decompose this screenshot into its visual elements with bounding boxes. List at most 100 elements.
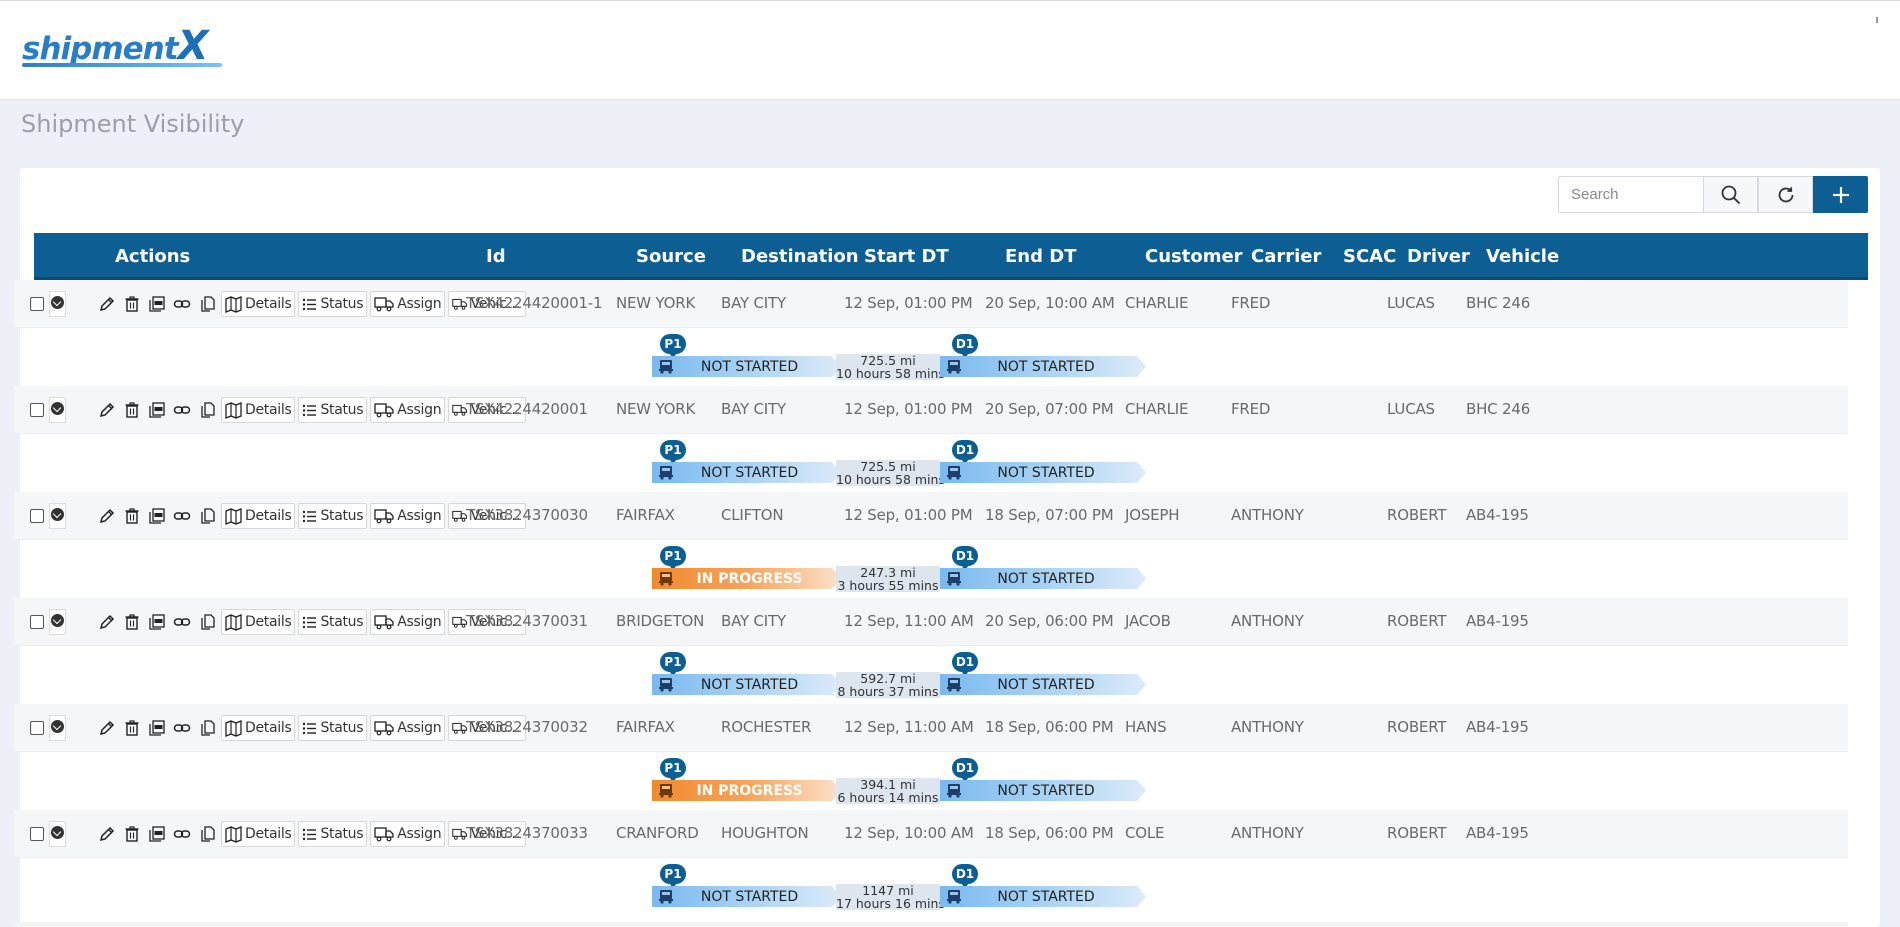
copy-button[interactable] — [196, 291, 218, 317]
col-customer[interactable]: Customer — [1145, 246, 1243, 267]
row-expand-toggle[interactable] — [49, 503, 66, 529]
row-checkbox[interactable] — [30, 509, 44, 523]
refresh-button[interactable] — [1758, 176, 1813, 213]
pickup-badge[interactable]: P1 — [660, 864, 686, 889]
cell-id[interactable]: TSX3824370030 — [466, 506, 588, 524]
link-button[interactable] — [171, 821, 193, 847]
edit-button[interactable] — [96, 715, 118, 741]
cell-id[interactable]: TSX4224420001-1 — [466, 294, 603, 312]
col-vehicle[interactable]: Vehicle — [1486, 246, 1560, 267]
delivery-badge[interactable]: D1 — [952, 440, 978, 465]
copy-button[interactable] — [196, 821, 218, 847]
assign-button[interactable]: Assign — [370, 291, 446, 317]
search-input[interactable] — [1558, 176, 1703, 213]
col-destination[interactable]: Destination — [741, 246, 859, 267]
row-expand-toggle[interactable] — [49, 609, 66, 635]
col-driver[interactable]: Driver — [1407, 246, 1470, 267]
link-button[interactable] — [171, 397, 193, 423]
details-button[interactable]: Details — [221, 397, 296, 423]
link-button[interactable] — [171, 609, 193, 635]
link-button[interactable] — [171, 715, 193, 741]
assign-button[interactable]: Assign — [370, 821, 446, 847]
status-button[interactable]: Status — [298, 291, 368, 317]
table-row[interactable]: Details Status Assign Vehicles... TSX382… — [14, 492, 1848, 540]
pdf-button[interactable] — [146, 609, 168, 635]
table-row[interactable]: Details Status Assign Vehicles... TSX382… — [14, 598, 1848, 646]
delete-button[interactable] — [121, 715, 143, 741]
vehicles-button[interactable]: Vehicles... — [448, 397, 527, 423]
status-button[interactable]: Status — [298, 715, 368, 741]
copy-button[interactable] — [196, 503, 218, 529]
assign-button[interactable]: Assign — [370, 715, 446, 741]
status-button[interactable]: Status — [298, 503, 368, 529]
vehicles-button[interactable]: Vehicles... — [448, 291, 527, 317]
assign-button[interactable]: Assign — [370, 503, 446, 529]
pdf-button[interactable] — [146, 291, 168, 317]
search-button[interactable] — [1703, 176, 1758, 213]
delete-button[interactable] — [121, 291, 143, 317]
top-menu-dot[interactable] — [1876, 17, 1878, 23]
status-button[interactable]: Status — [298, 821, 368, 847]
table-row[interactable]: Details Status Assign Vehicles... TSX422… — [14, 280, 1848, 328]
cell-id[interactable]: TSX3824370033 — [466, 824, 588, 842]
edit-button[interactable] — [96, 503, 118, 529]
delete-button[interactable] — [121, 397, 143, 423]
status-button[interactable]: Status — [298, 609, 368, 635]
row-expand-toggle[interactable] — [49, 397, 66, 423]
status-button[interactable]: Status — [298, 397, 368, 423]
delivery-badge[interactable]: D1 — [952, 546, 978, 571]
delivery-badge[interactable]: D1 — [952, 334, 978, 359]
col-id[interactable]: Id — [486, 246, 506, 267]
edit-button[interactable] — [96, 821, 118, 847]
copy-button[interactable] — [196, 609, 218, 635]
pickup-badge[interactable]: P1 — [660, 758, 686, 783]
copy-button[interactable] — [196, 397, 218, 423]
cell-id[interactable]: TSX4224420001 — [466, 400, 588, 418]
details-button[interactable]: Details — [221, 503, 296, 529]
delivery-badge[interactable]: D1 — [952, 758, 978, 783]
details-button[interactable]: Details — [221, 609, 296, 635]
row-expand-toggle[interactable] — [49, 821, 66, 847]
link-button[interactable] — [171, 291, 193, 317]
delete-button[interactable] — [121, 503, 143, 529]
details-button[interactable]: Details — [221, 715, 296, 741]
col-scac[interactable]: SCAC — [1343, 246, 1397, 267]
pdf-button[interactable] — [146, 503, 168, 529]
col-end-dt[interactable]: End DT — [1005, 246, 1077, 267]
row-checkbox[interactable] — [30, 297, 44, 311]
add-shipment-button[interactable] — [1813, 176, 1868, 213]
col-source[interactable]: Source — [636, 246, 706, 267]
details-button[interactable]: Details — [221, 291, 296, 317]
table-row[interactable]: Details Status Assign Vehicles... TSX382… — [14, 704, 1848, 752]
row-checkbox[interactable] — [30, 827, 44, 841]
pickup-badge[interactable]: P1 — [660, 652, 686, 677]
assign-button[interactable]: Assign — [370, 397, 446, 423]
col-actions[interactable]: Actions — [115, 246, 191, 267]
pickup-badge[interactable]: P1 — [660, 440, 686, 465]
pdf-button[interactable] — [146, 821, 168, 847]
row-checkbox[interactable] — [30, 403, 44, 417]
row-expand-toggle[interactable] — [49, 291, 66, 317]
copy-button[interactable] — [196, 715, 218, 741]
edit-button[interactable] — [96, 609, 118, 635]
vehicles-button[interactable]: Vehicles... — [448, 609, 527, 635]
col-carrier[interactable]: Carrier — [1251, 246, 1322, 267]
col-start-dt[interactable]: Start DT — [864, 246, 949, 267]
edit-button[interactable] — [96, 291, 118, 317]
details-button[interactable]: Details — [221, 821, 296, 847]
vehicles-button[interactable]: Vehicles... — [448, 503, 527, 529]
assign-button[interactable]: Assign — [370, 609, 446, 635]
table-row[interactable]: Details Status Assign Vehicles... TSX422… — [14, 386, 1848, 434]
delete-button[interactable] — [121, 821, 143, 847]
delivery-badge[interactable]: D1 — [952, 864, 978, 889]
link-button[interactable] — [171, 503, 193, 529]
pickup-badge[interactable]: P1 — [660, 334, 686, 359]
vehicles-button[interactable]: Vehicles... — [448, 821, 527, 847]
pdf-button[interactable] — [146, 397, 168, 423]
row-expand-toggle[interactable] — [49, 715, 66, 741]
row-checkbox[interactable] — [30, 721, 44, 735]
row-checkbox[interactable] — [30, 615, 44, 629]
shipmentx-logo[interactable]: shipmentX — [22, 21, 242, 71]
delete-button[interactable] — [121, 609, 143, 635]
cell-id[interactable]: TSX3824370032 — [466, 718, 588, 736]
